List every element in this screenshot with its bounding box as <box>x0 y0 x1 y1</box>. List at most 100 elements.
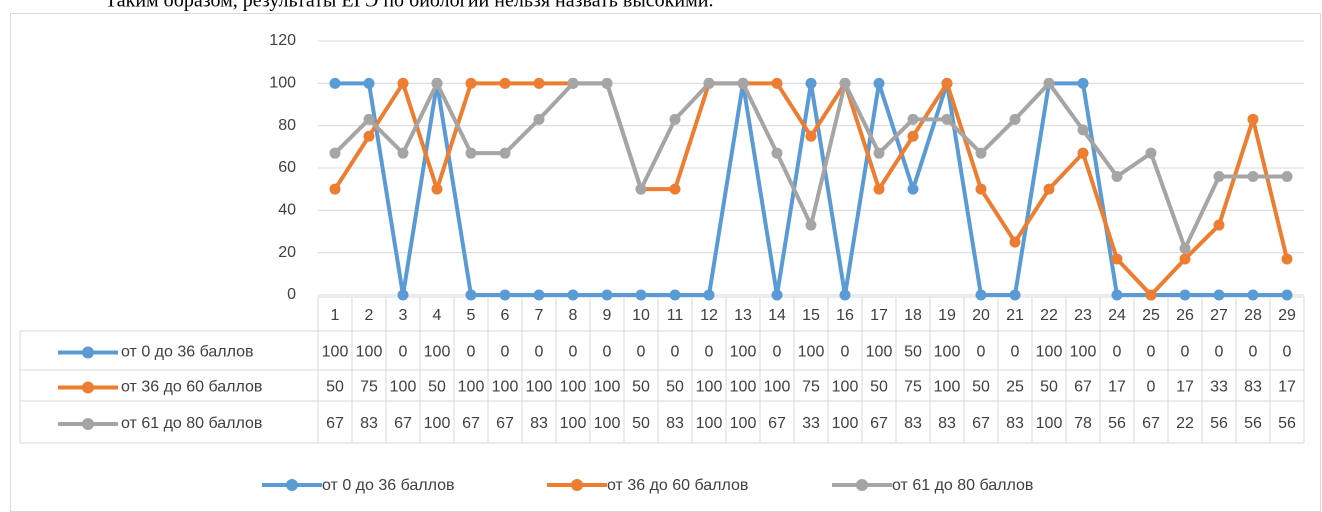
data-point <box>941 113 953 125</box>
table-value: 100 <box>424 415 451 432</box>
table-legend-marker <box>82 346 94 359</box>
data-point <box>397 147 409 159</box>
y-tick-label: 0 <box>287 286 296 303</box>
table-value: 25 <box>1006 379 1024 396</box>
legend-marker <box>286 479 298 491</box>
x-tick-label: 18 <box>904 307 922 324</box>
table-value: 0 <box>1215 344 1224 361</box>
x-tick-label: 6 <box>501 307 510 324</box>
data-point <box>907 183 919 195</box>
chart-border <box>10 13 1321 512</box>
table-value: 100 <box>322 344 349 361</box>
table-value: 100 <box>866 344 893 361</box>
table-value: 0 <box>1113 344 1122 361</box>
data-point <box>669 183 681 195</box>
data-point <box>805 77 817 89</box>
legend-marker <box>571 479 583 491</box>
data-point <box>1179 253 1191 265</box>
data-point <box>397 77 409 89</box>
y-tick-label: 60 <box>278 159 296 176</box>
data-point <box>1077 147 1089 159</box>
table-value: 67 <box>972 415 990 432</box>
table-value: 67 <box>870 415 888 432</box>
data-point <box>533 289 545 301</box>
table-value: 67 <box>1074 379 1092 396</box>
data-point <box>907 130 919 142</box>
data-point <box>431 77 443 89</box>
data-point <box>941 77 953 89</box>
data-point <box>1281 253 1293 265</box>
table-value: 100 <box>730 379 757 396</box>
table-value: 67 <box>496 415 514 432</box>
table-value: 0 <box>671 344 680 361</box>
data-point <box>635 183 647 195</box>
table-value: 100 <box>696 379 723 396</box>
x-tick-label: 3 <box>399 307 408 324</box>
table-value: 67 <box>1142 415 1160 432</box>
table-value: 100 <box>356 344 383 361</box>
table-value: 100 <box>390 379 417 396</box>
data-point <box>1111 253 1123 265</box>
table-value: 0 <box>467 344 476 361</box>
table-value: 0 <box>1181 344 1190 361</box>
data-point <box>1247 289 1259 301</box>
data-point <box>329 147 341 159</box>
data-point <box>567 77 579 89</box>
table-value: 67 <box>462 415 480 432</box>
table-legend-marker <box>82 381 94 394</box>
table-value: 50 <box>1040 379 1058 396</box>
legend-label: от 0 до 36 баллов <box>322 477 455 494</box>
data-point <box>499 147 511 159</box>
x-tick-label: 23 <box>1074 307 1092 324</box>
table-value: 100 <box>526 379 553 396</box>
table-value: 0 <box>773 344 782 361</box>
data-point <box>465 289 477 301</box>
series-line <box>335 81 1287 297</box>
table-value: 0 <box>705 344 714 361</box>
data-point <box>771 147 783 159</box>
table-value: 100 <box>730 344 757 361</box>
x-tick-label: 9 <box>603 307 612 324</box>
table-value: 33 <box>1210 379 1228 396</box>
table-value: 100 <box>798 344 825 361</box>
table-value: 67 <box>768 415 786 432</box>
table-value: 83 <box>904 415 922 432</box>
data-point <box>1281 170 1293 182</box>
data-point <box>1145 289 1157 301</box>
table-value: 0 <box>1147 344 1156 361</box>
table-value: 100 <box>696 415 723 432</box>
table-value: 100 <box>832 415 859 432</box>
data-point <box>363 77 375 89</box>
data-point <box>873 183 885 195</box>
table-value: 0 <box>501 344 510 361</box>
data-point <box>329 183 341 195</box>
table-value: 50 <box>326 379 344 396</box>
table-value: 78 <box>1074 415 1092 432</box>
data-point <box>1043 77 1055 89</box>
data-point <box>805 130 817 142</box>
table-value: 100 <box>458 379 485 396</box>
table-value: 100 <box>424 344 451 361</box>
data-point <box>465 77 477 89</box>
table-value: 50 <box>904 344 922 361</box>
data-point <box>839 289 851 301</box>
data-point <box>431 183 443 195</box>
y-tick-label: 100 <box>269 75 296 92</box>
table-value: 56 <box>1278 415 1296 432</box>
data-point <box>771 289 783 301</box>
document-text: Таким образом, результаты ЕГЭ по биологи… <box>105 0 713 12</box>
table-value: 17 <box>1108 379 1126 396</box>
table-value: 100 <box>560 379 587 396</box>
table-value: 17 <box>1176 379 1194 396</box>
data-point <box>533 77 545 89</box>
table-row-label: от 36 до 60 баллов <box>121 379 262 396</box>
data-point <box>669 289 681 301</box>
table-value: 75 <box>904 379 922 396</box>
data-point <box>975 183 987 195</box>
data-point <box>1179 242 1191 254</box>
table-value: 0 <box>399 344 408 361</box>
series-line <box>333 81 1289 297</box>
x-tick-label: 19 <box>938 307 956 324</box>
legend-marker <box>856 479 868 491</box>
